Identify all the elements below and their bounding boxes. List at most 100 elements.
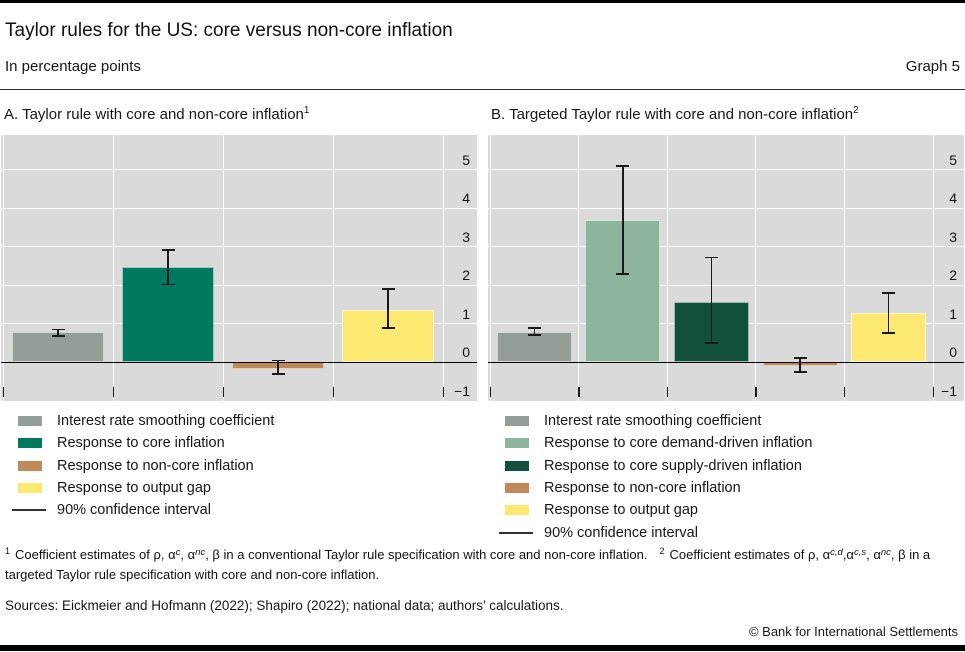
x-axis-tick xyxy=(843,387,846,397)
y-axis-tick-label: 2 xyxy=(949,267,957,284)
zero-axis-line xyxy=(1,361,477,364)
legend-item-confidence-interval: 90% confidence interval xyxy=(12,499,477,521)
legend-label: Response to non-core inflation xyxy=(57,457,254,474)
gridline-horizontal xyxy=(1,207,477,209)
gridline-vertical xyxy=(332,135,334,401)
legend-item: Response to core supply-driven inflation xyxy=(505,455,964,477)
legend-swatch xyxy=(18,460,42,471)
legend-label: Interest rate smoothing coefficient xyxy=(544,413,762,430)
gridline-horizontal xyxy=(488,207,964,209)
error-bar-cap-top xyxy=(527,327,541,329)
gridline-horizontal xyxy=(1,169,477,171)
chart-panel-a: 5 4 3 2 1 0 −1 xyxy=(1,135,477,401)
error-bar-line xyxy=(57,329,59,336)
panel-a-title: A. Taylor rule with core and non-core in… xyxy=(4,105,310,123)
legend-swatch xyxy=(505,505,529,516)
error-bar-cap-top xyxy=(381,288,395,290)
gridline-horizontal xyxy=(488,246,964,248)
legend-item: Response to core demand-driven inflation xyxy=(505,432,964,454)
error-bar-cap-bottom xyxy=(51,335,65,337)
legend-panel-b: Interest rate smoothing coefficient Respo… xyxy=(488,410,964,544)
y-axis-tick-label: 5 xyxy=(949,151,957,168)
header-divider xyxy=(0,89,965,90)
error-bar-line xyxy=(167,249,169,285)
gridline-horizontal xyxy=(1,284,477,286)
gridline-vertical xyxy=(2,135,4,401)
error-bar-cap-bottom xyxy=(271,373,285,375)
gridline-vertical xyxy=(442,135,444,401)
y-axis-tick-label: −1 xyxy=(941,383,957,399)
legend-swatch xyxy=(505,483,529,494)
copyright-notice: © Bank for International Settlements xyxy=(748,624,958,639)
error-bar-cap-top xyxy=(271,359,285,362)
gridline-horizontal xyxy=(488,284,964,286)
error-bar-line xyxy=(799,357,801,373)
legend-label: 90% confidence interval xyxy=(57,502,211,519)
subtitle-row: In percentage points Graph 5 xyxy=(5,57,960,77)
legend-item: Response to output gap xyxy=(18,477,477,499)
y-axis-tick-label: 3 xyxy=(462,228,470,245)
y-axis-tick-label: 5 xyxy=(462,151,470,168)
gridline-vertical xyxy=(489,135,491,401)
error-bar-cap-bottom xyxy=(793,371,807,373)
graph-number: Graph 5 xyxy=(905,58,960,75)
x-axis-tick xyxy=(112,387,114,397)
legend-label: Response to output gap xyxy=(544,502,698,519)
error-bar-cap-bottom xyxy=(616,273,630,275)
y-axis-tick-label: 1 xyxy=(462,305,470,322)
x-axis-tick xyxy=(442,387,444,397)
panel-a: A. Taylor rule with core and non-core in… xyxy=(1,101,477,544)
error-bar-cap-bottom xyxy=(527,334,541,336)
legend-item: Interest rate smoothing coefficient xyxy=(505,410,964,432)
y-axis-tick-label: 4 xyxy=(949,190,957,207)
legend-item: Interest rate smoothing coefficient xyxy=(18,410,477,432)
error-bar-cap-top xyxy=(161,249,175,251)
panels-container: A. Taylor rule with core and non-core in… xyxy=(1,101,965,544)
y-axis-tick-label: −1 xyxy=(454,383,470,399)
x-axis-tick xyxy=(332,387,334,397)
y-axis-tick-label: 1 xyxy=(949,305,957,322)
x-axis-tick xyxy=(222,387,224,397)
y-axis-tick-label: 0 xyxy=(462,344,470,361)
units-label: In percentage points xyxy=(5,58,141,75)
gridline-vertical xyxy=(932,135,934,401)
legend-label: Response to output gap xyxy=(57,480,211,497)
gridline-vertical xyxy=(578,135,580,401)
x-axis-tick xyxy=(489,387,491,397)
legend-panel-a: Interest rate smoothing coefficient Respo… xyxy=(1,410,477,521)
footnote-marker: 1 xyxy=(5,546,11,556)
gridline-vertical xyxy=(755,135,757,401)
bar-interest-rate-smoothing-coefficient xyxy=(11,332,105,363)
bar-interest-rate-smoothing-coefficient xyxy=(496,331,572,363)
error-bar-line xyxy=(622,165,624,274)
gridline-horizontal xyxy=(1,246,477,248)
page-title: Taylor rules for the US: core versus non… xyxy=(5,20,453,41)
legend-label: Response to core supply-driven inflation xyxy=(544,457,802,474)
legend-swatch xyxy=(18,416,42,427)
sources-line: Sources: Eickmeier and Hofmann (2022); S… xyxy=(5,598,564,613)
error-bar-cap-bottom xyxy=(381,327,395,329)
chart-panel-b: 5 4 3 2 1 0 −1 xyxy=(488,135,964,401)
footnote-superscript: nc xyxy=(880,547,891,558)
gridline-vertical xyxy=(666,135,668,401)
legend-item: Response to output gap xyxy=(505,499,964,521)
gridline-vertical xyxy=(222,135,224,401)
error-bar-cap-bottom xyxy=(882,332,896,334)
footnotes: 1 Coefficient estimates of ρ, αc, αnc, β … xyxy=(5,546,931,582)
error-bar-line xyxy=(533,328,536,336)
y-axis-tick-label: 4 xyxy=(462,190,470,207)
x-axis-tick xyxy=(932,387,934,397)
y-axis-tick-label: 3 xyxy=(949,228,957,245)
legend-item: Response to core inflation xyxy=(18,432,477,454)
x-axis-tick xyxy=(666,387,669,397)
error-bar-cap-top xyxy=(793,357,807,359)
panel-a-title-superscript: 1 xyxy=(303,105,310,116)
x-axis-tick xyxy=(2,387,4,397)
legend-swatch xyxy=(18,438,42,449)
panel-b-title: B. Targeted Taylor rule with core and no… xyxy=(491,105,859,123)
legend-label: 90% confidence interval xyxy=(544,524,698,541)
error-bar-cap-top xyxy=(616,165,630,167)
x-axis-tick xyxy=(755,387,757,397)
legend-swatch xyxy=(505,438,529,449)
